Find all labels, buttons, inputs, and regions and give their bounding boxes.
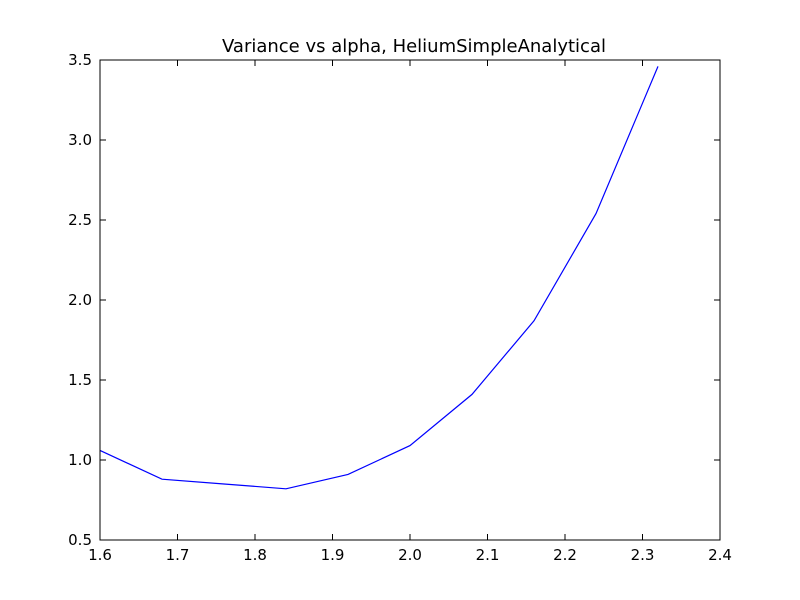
y-tick-label-5: 3.0	[68, 131, 92, 149]
chart-title: Variance vs alpha, HeliumSimpleAnalytica…	[222, 36, 606, 57]
x-tick-label-1: 1.7	[166, 546, 190, 564]
plot-area: 1.6 1.7 1.8 1.9 2.0 2.1 2.2 2.3 2.4 0.5 1.0 1.5 2.0 2…	[68, 51, 732, 564]
y-tick-label-2: 1.5	[68, 371, 92, 389]
y-tick-label-6: 3.5	[68, 51, 92, 69]
y-tick-label-4: 2.5	[68, 211, 92, 229]
x-tick-label-2: 1.8	[243, 546, 267, 564]
plot-frame	[99, 59, 721, 541]
x-tick-label-8: 2.4	[708, 546, 732, 564]
y-tick-label-0: 0.5	[68, 531, 92, 549]
y-tick-label-3: 2.0	[68, 291, 92, 309]
series-line-0	[99, 66, 659, 490]
x-tick-label-7: 2.3	[631, 546, 655, 564]
x-tick-label-6: 2.2	[553, 546, 577, 564]
x-tick-label-3: 1.9	[321, 546, 345, 564]
y-tick-label-1: 1.0	[68, 451, 92, 469]
x-tick-label-5: 2.1	[476, 546, 500, 564]
x-tick-label-4: 2.0	[398, 546, 422, 564]
x-tick-label-0: 1.6	[88, 546, 112, 564]
